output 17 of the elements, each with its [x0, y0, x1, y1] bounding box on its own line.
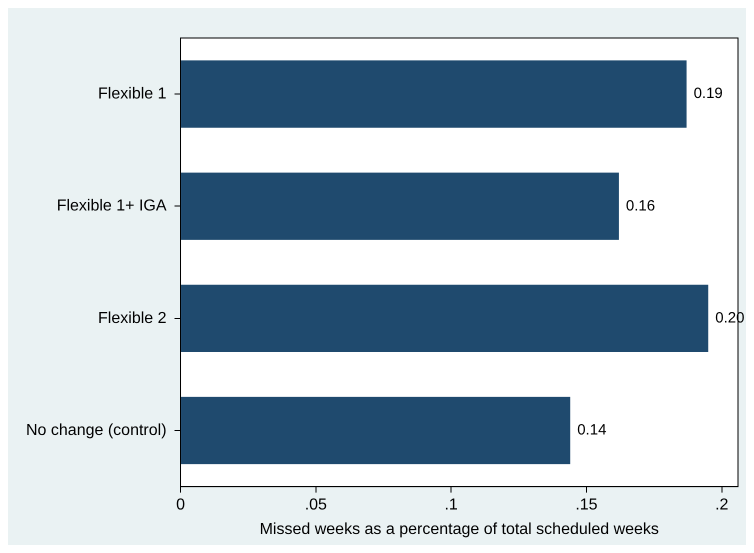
x-tick-label: 0	[176, 496, 186, 514]
data-label: 0.16	[626, 197, 656, 214]
y-tick-label: Flexible 1+ IGA	[56, 198, 167, 215]
x-tick-label: .05	[304, 496, 328, 514]
x-tick-label: .1	[444, 496, 458, 514]
bar	[181, 172, 619, 240]
x-tick-label: .2	[715, 496, 729, 514]
y-tick-label: Flexible 2	[98, 310, 167, 327]
y-tick-label: No change (control)	[26, 422, 167, 439]
data-label: 0.19	[694, 85, 723, 102]
bar	[181, 284, 708, 352]
bar	[181, 396, 570, 464]
x-axis-title: Missed weeks as a percentage of total scheduled weeks	[260, 520, 659, 538]
bar	[181, 60, 687, 128]
data-label: 0.14	[577, 422, 606, 439]
y-tick-label: Flexible 1	[98, 85, 167, 102]
x-tick-label: .15	[575, 496, 598, 514]
